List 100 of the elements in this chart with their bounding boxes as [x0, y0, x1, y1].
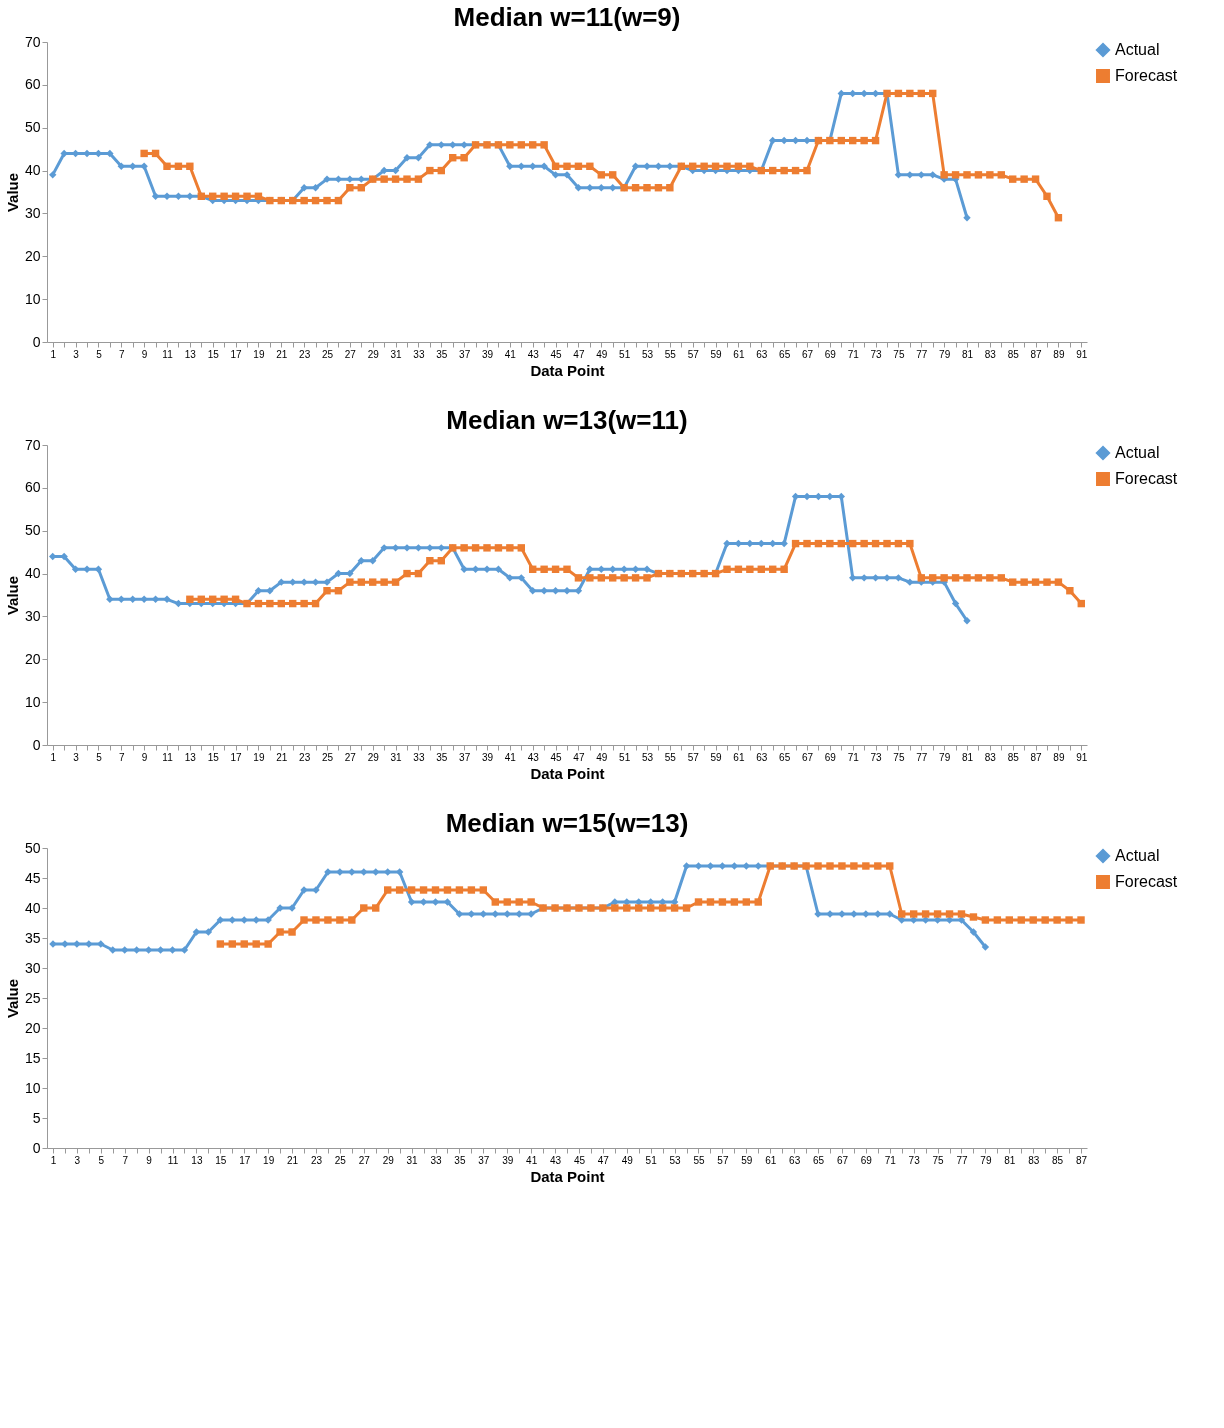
x-tick-label: 25: [334, 1154, 347, 1166]
x-tick-label: 15: [207, 348, 220, 360]
x-tick-label: 69: [824, 348, 837, 360]
x-tick-label: 53: [669, 1154, 682, 1166]
x-tick-label: 51: [619, 751, 631, 763]
x-tick-label: 5: [96, 751, 103, 763]
y-tick-label: 40: [24, 565, 41, 582]
y-tick-label: 50: [24, 839, 41, 856]
x-tick-label: 69: [824, 751, 837, 763]
y-axis-title: Value: [3, 172, 21, 213]
x-tick-label: 63: [756, 751, 768, 763]
x-tick-label: 49: [621, 1154, 634, 1166]
x-tick-label: 33: [413, 348, 425, 360]
y-tick-label: 10: [24, 290, 41, 307]
x-tick-label: 83: [1028, 1154, 1040, 1166]
y-tick-label: 0: [32, 1139, 41, 1156]
x-tick-label: 39: [481, 348, 494, 360]
x-tick-label: 19: [253, 348, 265, 360]
y-tick-label: 20: [24, 247, 41, 264]
x-tick-label: 77: [956, 1154, 968, 1166]
x-tick-label: 85: [1007, 348, 1020, 360]
x-tick-label: 41: [504, 751, 517, 763]
x-tick-label: 23: [299, 348, 311, 360]
x-tick-label: 61: [733, 751, 745, 763]
x-tick-label: 19: [253, 751, 265, 763]
legend-label: Actual: [1115, 847, 1160, 864]
x-tick-label: 53: [641, 348, 654, 360]
x-tick-label: 23: [310, 1154, 323, 1166]
x-tick-label: 15: [207, 751, 220, 763]
x-tick-label: 87: [1075, 1154, 1088, 1166]
x-tick-label: 13: [184, 348, 197, 360]
x-tick-label: 11: [162, 348, 174, 360]
x-tick-label: 57: [687, 751, 700, 763]
x-tick-label: 43: [527, 348, 540, 360]
y-tick-label: 15: [24, 1049, 41, 1066]
y-tick-label: 70: [24, 33, 41, 50]
y-tick-label: 5: [32, 1109, 41, 1126]
x-tick-label: 61: [765, 1154, 777, 1166]
x-tick-label: 29: [367, 751, 380, 763]
x-tick-label: 87: [1030, 751, 1043, 763]
x-tick-label: 3: [73, 348, 80, 360]
y-tick-label: 35: [24, 929, 41, 946]
x-tick-label: 73: [908, 1154, 921, 1166]
y-tick-label: 50: [24, 119, 41, 136]
x-tick-label: 87: [1030, 348, 1043, 360]
x-tick-label: 7: [122, 1154, 129, 1166]
x-tick-label: 63: [789, 1154, 801, 1166]
x-tick-label: 25: [321, 348, 334, 360]
x-tick-label: 21: [276, 751, 288, 763]
x-tick-label: 49: [596, 348, 608, 360]
x-tick-label: 59: [741, 1154, 753, 1166]
x-tick-label: 65: [812, 1154, 825, 1166]
x-tick-label: 51: [645, 1154, 658, 1166]
x-tick-label: 49: [596, 751, 608, 763]
x-tick-label: 75: [893, 348, 905, 360]
x-tick-label: 89: [1053, 751, 1065, 763]
y-tick-label: 60: [24, 76, 41, 93]
y-tick-label: 70: [24, 436, 41, 453]
x-tick-label: 5: [98, 1154, 105, 1166]
x-tick-label: 59: [710, 348, 723, 360]
x-tick-label: 71: [884, 1154, 897, 1166]
x-tick-label: 23: [299, 751, 311, 763]
x-tick-label: 83: [984, 751, 997, 763]
y-axis-title: Value: [3, 978, 21, 1019]
x-tick-label: 25: [321, 751, 334, 763]
x-tick-label: 17: [230, 348, 243, 360]
x-tick-label: 73: [870, 751, 883, 763]
x-tick-label: 37: [478, 1154, 490, 1166]
x-tick-label: 31: [390, 751, 403, 763]
x-tick-label: 41: [504, 348, 517, 360]
x-tick-label: 75: [932, 1154, 945, 1166]
x-tick-label: 85: [1007, 751, 1020, 763]
x-tick-label: 19: [263, 1154, 275, 1166]
x-tick-label: 31: [390, 348, 403, 360]
x-tick-label: 11: [167, 1154, 179, 1166]
y-tick-label: 0: [32, 333, 41, 350]
y-tick-label: 30: [24, 607, 41, 624]
x-tick-label: 71: [847, 751, 860, 763]
x-tick-label: 77: [916, 348, 928, 360]
x-tick-label: 67: [801, 348, 814, 360]
x-tick-label: 67: [836, 1154, 849, 1166]
x-tick-label: 39: [481, 751, 494, 763]
chart-title: Median w=11(w=9): [453, 2, 681, 32]
x-tick-label: 81: [1004, 1154, 1016, 1166]
x-tick-label: 71: [847, 348, 860, 360]
y-tick-label: 60: [24, 479, 41, 496]
x-tick-label: 51: [619, 348, 631, 360]
y-tick-label: 20: [24, 1019, 41, 1036]
y-tick-label: 10: [24, 693, 41, 710]
x-axis-title: Data Point: [530, 764, 605, 782]
x-tick-label: 69: [860, 1154, 873, 1166]
x-tick-label: 79: [939, 751, 951, 763]
legend-label: Actual: [1115, 41, 1160, 58]
x-tick-label: 29: [382, 1154, 395, 1166]
y-tick-label: 40: [24, 899, 41, 916]
x-tick-label: 63: [756, 348, 768, 360]
y-tick-label: 30: [24, 204, 41, 221]
x-axis-title: Data Point: [530, 1167, 605, 1185]
x-tick-label: 1: [50, 1154, 57, 1166]
x-tick-label: 77: [916, 751, 928, 763]
